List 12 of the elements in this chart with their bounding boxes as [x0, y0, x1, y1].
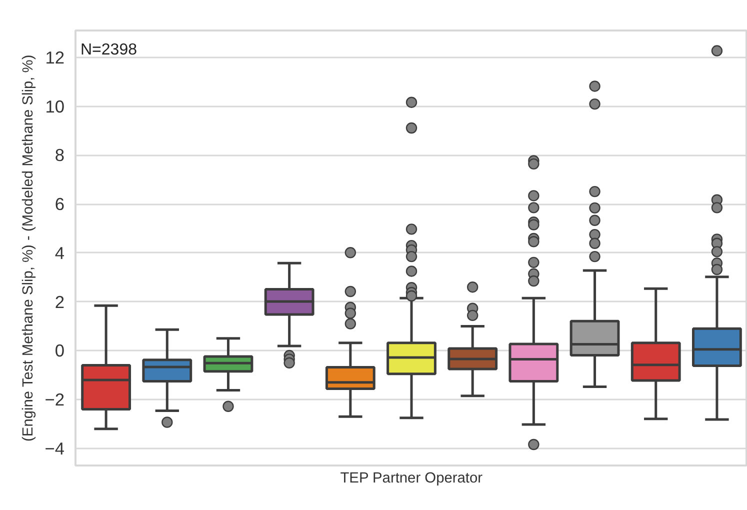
y-axis-title: (Engine Test Methane Slip, %) - (Modeled Methane Slip, %): [20, 54, 37, 442]
annotation: N=2398: [80, 42, 138, 58]
y-tick-label: 8: [54, 145, 65, 166]
y-tick-label: −4: [44, 438, 65, 458]
x-axis-title: TEP Partner Operator: [340, 470, 483, 486]
y-tick-label: 0: [54, 340, 65, 361]
y-tick-label: 6: [54, 194, 65, 214]
y-tick-label: −2: [44, 390, 65, 410]
y-tick-label: 4: [54, 242, 65, 263]
y-tick-label: 10: [45, 96, 65, 116]
y-tick-label: 12: [45, 47, 65, 68]
y-tick-label: 2: [54, 292, 65, 312]
